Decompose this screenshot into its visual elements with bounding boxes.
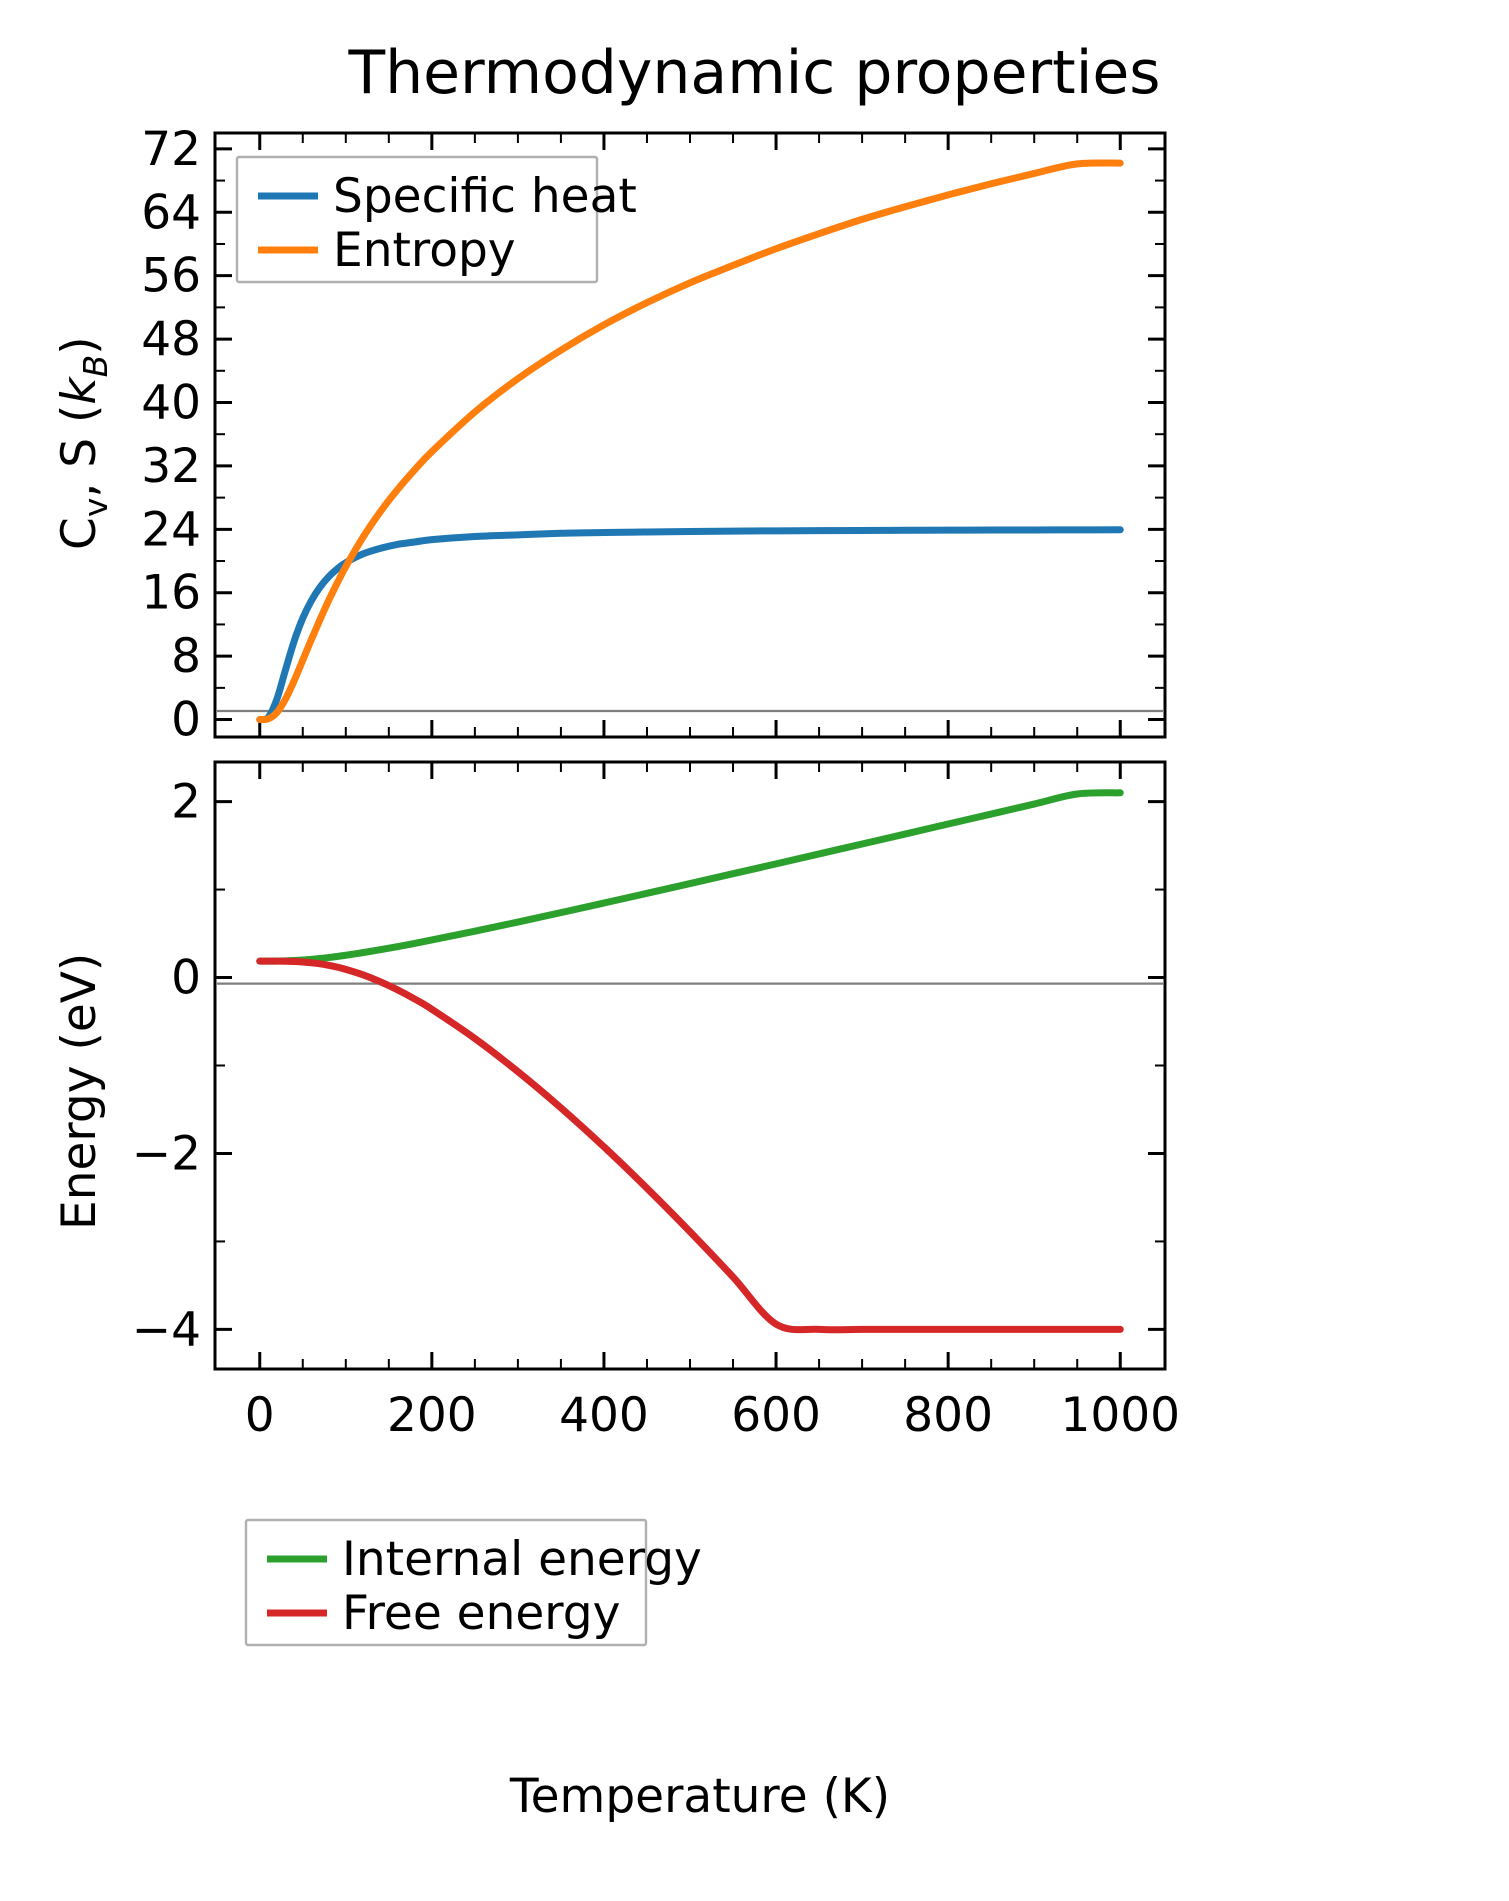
top-tick-labels: 0 8 16 24 32 40 48 56 64 72: [141, 122, 201, 748]
bottom-xtick-label: 200: [387, 1388, 477, 1443]
top-ytick-label: 40: [141, 376, 201, 431]
bottom-xtick-label: 0: [245, 1388, 275, 1443]
bottom-curves: [256, 789, 1124, 1334]
curve-entropy: [256, 159, 1124, 724]
xlabel-temperature: Temperature (K): [509, 1769, 890, 1824]
ylabel-energy: Energy (eV): [52, 953, 107, 1230]
top-tick-marks: [215, 133, 1165, 737]
bottom-legend-box: [244, 1518, 648, 1647]
bottom-xtick-label: 600: [731, 1388, 821, 1443]
bottom-ytick-label: −4: [132, 1302, 201, 1357]
top-ytick-label: 64: [141, 185, 201, 240]
legend-label-specific-heat[interactable]: Specific heat: [333, 169, 637, 224]
bottom-xtick-label: 800: [903, 1388, 993, 1443]
top-ylabel: Cv, S (kB): [52, 336, 115, 550]
bottom-tick-labels: −4 −2 0 2: [132, 775, 201, 1358]
curve-free-energy: [256, 957, 1124, 1334]
legend-label-internal-energy[interactable]: Internal energy: [342, 1532, 702, 1587]
top-ytick-label: 0: [171, 693, 201, 748]
legend-label-free-energy[interactable]: Free energy: [342, 1586, 620, 1641]
bottom-ytick-label: 2: [171, 775, 201, 830]
top-legend[interactable]: Specific heat Entropy: [235, 155, 637, 284]
figure-title: Thermodynamic properties: [348, 38, 1161, 108]
bottom-tick-marks: [215, 762, 1165, 1369]
top-ytick-label: 16: [141, 566, 201, 621]
ylabel-cv: C: [52, 517, 107, 550]
top-ytick-label: 48: [141, 312, 201, 367]
bottom-xtick-labels: 0 200 400 600 800 1000: [245, 1388, 1180, 1443]
bottom-legend[interactable]: Internal energy Free energy: [244, 1518, 702, 1647]
top-ytick-label: 24: [141, 502, 201, 557]
top-curves: [256, 159, 1124, 724]
bottom-ylabel: Energy (eV): [52, 953, 107, 1230]
top-panel: 0 8 16 24 32 40 48 56 64 72 Cv, S (kB) Specific h…: [52, 122, 1167, 748]
top-legend-box: [235, 155, 599, 284]
curve-specific-heat: [256, 526, 1124, 724]
bottom-ytick-label: −2: [132, 1126, 201, 1181]
legend-label-entropy[interactable]: Entropy: [333, 223, 516, 278]
top-ytick-label: 8: [171, 629, 201, 684]
svg-text:Cv, S (kB): Cv, S (kB): [52, 336, 115, 550]
bottom-xtick-label: 400: [559, 1388, 649, 1443]
top-ytick-label: 72: [141, 122, 201, 177]
bottom-axes-frame: [213, 760, 1167, 1371]
top-ytick-label: 32: [141, 439, 201, 494]
bottom-ytick-label: 0: [171, 951, 201, 1006]
top-ytick-label: 56: [141, 249, 201, 304]
bottom-panel: −4 −2 0 2 0 200 400 600 800 1000 Energy (eV) Tem…: [52, 760, 1180, 1824]
bottom-xtick-label: 1000: [1060, 1388, 1180, 1443]
